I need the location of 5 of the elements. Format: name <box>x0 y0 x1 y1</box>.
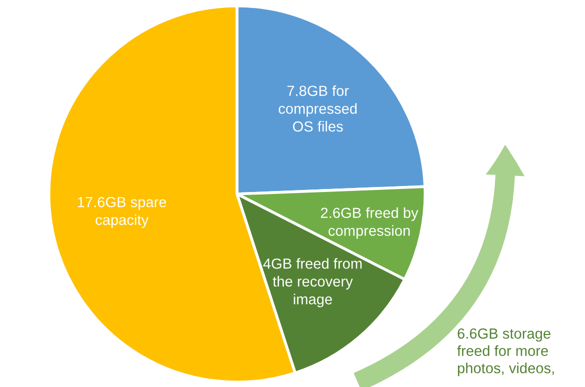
slice-label: 4GB freed from the recovery image <box>263 258 362 308</box>
slice-label: 17.6GB spare capacity <box>78 196 166 228</box>
slice-label: 7.8GB for compressed OS files <box>278 85 357 132</box>
text: 6.6GB storage freed for more photos, videos, <box>457 328 554 376</box>
slice-label: 2.6GB freed by compression <box>320 207 418 239</box>
